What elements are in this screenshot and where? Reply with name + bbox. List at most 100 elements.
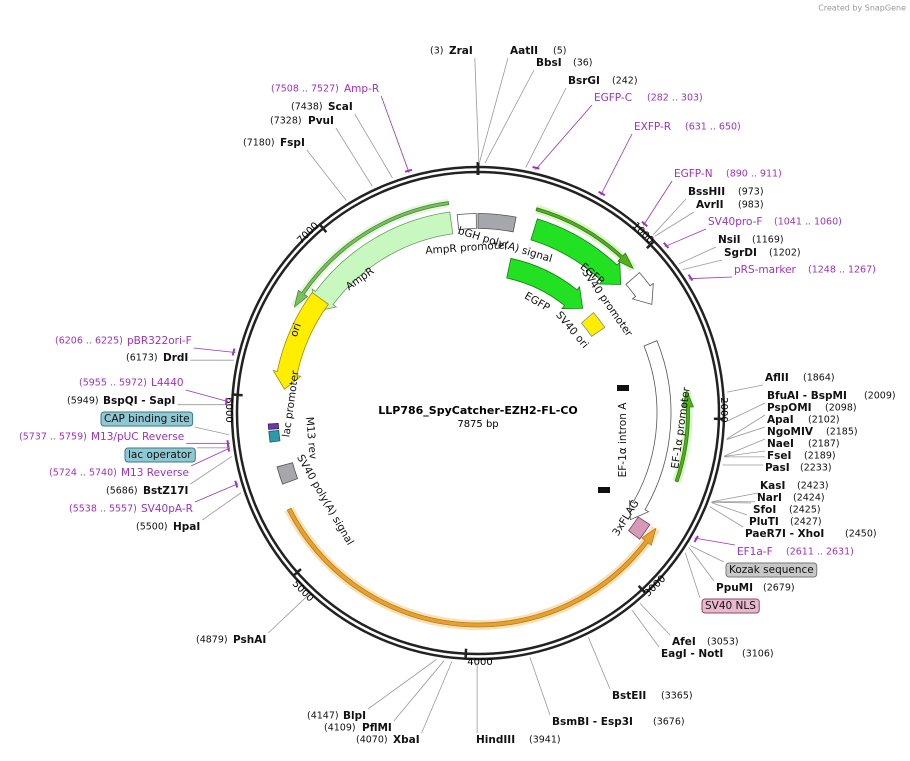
- primer-name: L4440: [151, 377, 184, 389]
- primer-mark: [689, 275, 693, 281]
- site-name: FseI: [767, 450, 791, 462]
- site-label: BspQI - SapI (5949): [67, 395, 175, 407]
- site-label: BstZ17I(5686): [106, 485, 188, 497]
- leader-line: [194, 348, 236, 353]
- scale-label: 6000: [223, 397, 234, 422]
- primer-label: SV40pA-R(5538 .. 5557): [69, 503, 193, 515]
- primer-name: M13/pUC Reverse: [91, 431, 184, 443]
- primer-range: (631 .. 650): [685, 122, 741, 133]
- site-label: NsiI(1169): [718, 234, 784, 246]
- site-name: PaeR7I - XhoI: [745, 528, 824, 540]
- leader-line: [186, 390, 229, 402]
- leader-line: [601, 134, 632, 195]
- leader-line: [526, 88, 566, 168]
- lac-box: [269, 430, 280, 442]
- site-label: SfoI (2425): [753, 504, 821, 516]
- site-position: (973): [738, 187, 764, 198]
- primer-mark: [599, 192, 605, 195]
- site-name: ZraI: [449, 45, 473, 57]
- site-position: (1202): [769, 248, 801, 259]
- feature-label: EF-1α intron A: [617, 402, 629, 478]
- site-label: PflMI(4109): [324, 722, 392, 734]
- site-name: PflMI: [362, 722, 392, 734]
- leader-line: [536, 105, 592, 170]
- leader-line: [727, 427, 765, 440]
- primer-mark: [694, 536, 698, 542]
- site-position: (983): [738, 200, 764, 211]
- site-position: (1864): [803, 373, 835, 384]
- feature-box: Kozak sequence: [726, 563, 817, 577]
- primer-range: (1041 .. 1060): [774, 217, 842, 228]
- feature-box-label: lac operator: [128, 449, 192, 461]
- site-name: FspI: [280, 137, 305, 149]
- primer-label: EXFP-R(631 .. 650): [634, 121, 741, 133]
- primer-label: M13 Reverse(5724 .. 5740): [49, 467, 189, 479]
- leader-line: [422, 662, 452, 733]
- site-position: (3106): [742, 649, 774, 660]
- site-position: (1169): [752, 235, 784, 246]
- primer-range: (6206 .. 6225): [55, 336, 123, 347]
- site-position: (5500): [136, 522, 168, 533]
- site-name: SfoI: [753, 504, 776, 516]
- sv40-pa-box: [277, 463, 297, 484]
- credit: Created by SnapGene: [818, 4, 906, 13]
- leader-line: [588, 637, 610, 689]
- site-label: ZraI (3): [430, 45, 473, 57]
- site-name: PshAI: [233, 634, 266, 646]
- site-name: AflII: [765, 372, 789, 384]
- site-label: AfeI(3053): [672, 636, 739, 648]
- leader-line: [355, 114, 393, 178]
- site-name: HpaI: [173, 521, 200, 533]
- primer-name: EGFP-C: [594, 92, 632, 104]
- site-label: BfuAI - BspMI(2009): [767, 390, 896, 402]
- site-name: ApaI: [767, 414, 794, 426]
- site-position: (2233): [800, 463, 832, 474]
- site-label: PaeR7I - XhoI(2450): [745, 528, 877, 540]
- site-position: (2427): [790, 517, 822, 528]
- feature-label: SV40 ori: [553, 309, 591, 351]
- site-label: PpuMI(2679): [716, 582, 795, 594]
- site-position: (3): [430, 46, 443, 57]
- primer-name: SV40pA-R: [141, 503, 193, 515]
- primer-mark: [233, 349, 235, 356]
- site-position: (5): [553, 46, 566, 57]
- primer-label: Amp-R(7508 .. 7527): [271, 83, 379, 95]
- site-position: (2009): [864, 391, 896, 402]
- site-label: NaeI(2187): [767, 438, 840, 450]
- site-position: (4879): [196, 635, 228, 646]
- leader-line: [368, 659, 436, 709]
- primer-label: pBR322ori-F (6206 .. 6225): [55, 335, 192, 347]
- site-name: PpuMI: [716, 582, 753, 594]
- site-name: BspQI - SapI: [103, 395, 175, 407]
- site-label: BstEII(3365): [612, 690, 693, 702]
- feature-box-label: SV40 NLS: [705, 600, 756, 612]
- site-position: (36): [573, 58, 593, 69]
- site-label: BbsI(36): [536, 57, 593, 69]
- feature-box: CAP binding site: [101, 412, 193, 426]
- site-label: PvuI(7328): [270, 115, 334, 127]
- site-name: PspOMI: [767, 402, 812, 414]
- site-label: DrdI(6173): [126, 352, 188, 364]
- leader-line: [202, 493, 241, 520]
- site-label: AflII (1864): [765, 372, 835, 384]
- leader-line: [530, 658, 550, 715]
- primer-label: EGFP-C(282 .. 303): [594, 92, 703, 104]
- site-position: (2425): [789, 505, 821, 516]
- leader-line: [710, 507, 743, 527]
- site-label: PshAI (4879): [196, 634, 266, 646]
- leader-line: [689, 277, 732, 279]
- leader-line: [191, 448, 230, 466]
- primer-label: L4440(5955 .. 5972): [79, 377, 184, 389]
- ef1a-promoter: [629, 341, 671, 520]
- primer-name: M13 Reverse: [121, 467, 189, 479]
- site-position: (5949): [67, 396, 99, 407]
- primer-label: SV40pro-F (1041 .. 1060): [708, 216, 842, 228]
- site-label: NarI(2424): [757, 492, 825, 504]
- site-name: NarI: [757, 492, 782, 504]
- site-position: (3941): [529, 735, 561, 746]
- primer-range: (5737 .. 5759): [19, 432, 87, 443]
- primer-name: SV40pro-F: [708, 216, 762, 228]
- primer-name: pBR322ori-F: [127, 335, 192, 347]
- site-name: PvuI: [308, 115, 334, 127]
